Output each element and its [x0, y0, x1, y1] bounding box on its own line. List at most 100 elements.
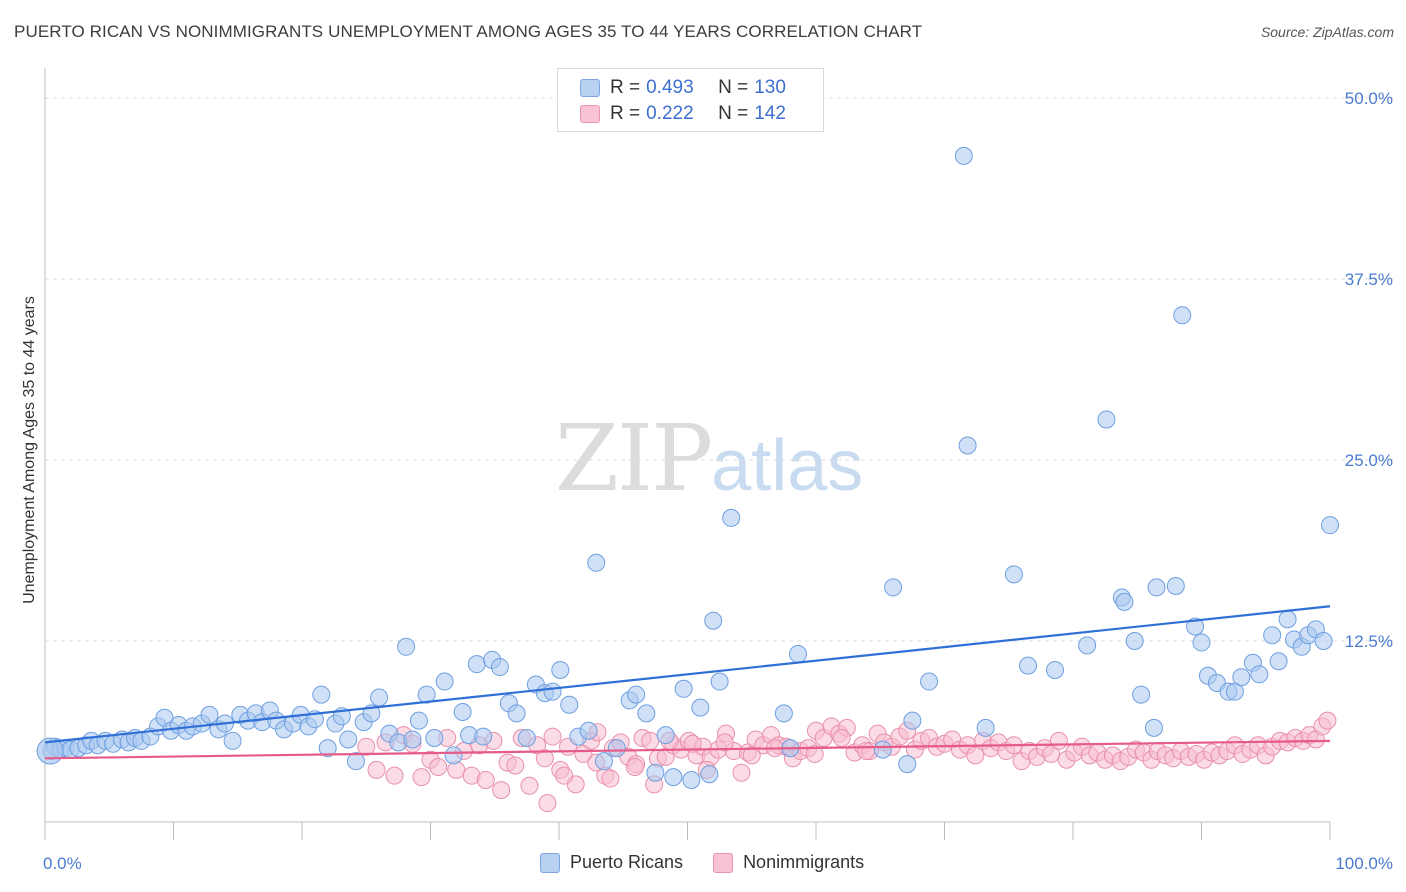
puerto-ricans-point — [587, 553, 606, 572]
puerto-ricans-point — [1186, 617, 1205, 636]
nonimmigrants-point — [535, 749, 554, 768]
puerto-ricans-point — [594, 752, 613, 771]
puerto-ricans-point — [370, 688, 389, 707]
puerto-ricans-point — [453, 702, 472, 721]
legend-swatch-nonimmigrants — [580, 105, 600, 123]
puerto-ricans-point — [1144, 718, 1163, 737]
series-swatch-nonimmigrants — [713, 852, 734, 873]
puerto-ricans-point — [700, 765, 719, 784]
puerto-ricans-point — [1192, 633, 1211, 652]
nonimmigrants-point — [492, 781, 511, 800]
puerto-ricans-point — [1166, 576, 1185, 595]
series-legend-puerto-ricans: Puerto Ricans — [540, 852, 683, 873]
puerto-ricans-point — [646, 763, 665, 782]
nonimmigrants-point — [966, 746, 985, 765]
puerto-ricans-trendline — [44, 605, 1331, 744]
y-tick-label: 25.0% — [1345, 451, 1393, 470]
chart-title: PUERTO RICAN VS NONIMMIGRANTS UNEMPLOYME… — [14, 22, 923, 41]
puerto-ricans-point — [339, 730, 358, 749]
series-legend-nonimmigrants: Nonimmigrants — [713, 852, 864, 873]
puerto-ricans-point — [1132, 685, 1151, 704]
legend-swatch-puerto-ricans — [580, 79, 600, 97]
x-tick-label: 0.0% — [43, 854, 82, 873]
nonimmigrants-point — [555, 766, 574, 785]
puerto-ricans-point — [637, 704, 656, 723]
puerto-ricans-point — [1115, 592, 1134, 611]
nonimmigrants-point — [520, 776, 539, 795]
nonimmigrants-point — [357, 737, 376, 756]
y-axis-label: Unemployment Among Ages 35 to 44 years — [21, 296, 38, 604]
puerto-ricans-point — [1078, 636, 1097, 655]
puerto-ricans-point — [627, 685, 646, 704]
puerto-ricans-point — [417, 685, 436, 704]
nonimmigrants-point — [543, 727, 562, 746]
legend-n-value: 142 — [754, 103, 786, 124]
puerto-ricans-point — [607, 739, 626, 758]
nonimmigrants-trendline — [44, 739, 1331, 760]
puerto-ricans-point — [312, 685, 331, 704]
puerto-ricans-point — [444, 746, 463, 765]
y-tick-label: 37.5% — [1345, 270, 1393, 289]
series-label-puerto-ricans: Puerto Ricans — [570, 852, 684, 872]
puerto-ricans-point — [976, 718, 995, 737]
nonimmigrants-point — [857, 742, 876, 761]
puerto-ricans-point — [1269, 652, 1288, 671]
nonimmigrants-point — [1318, 711, 1337, 730]
puerto-ricans-point — [560, 695, 579, 714]
legend-r-label: R = — [610, 77, 641, 98]
nonimmigrants-point — [625, 757, 644, 776]
puerto-ricans-point — [517, 729, 536, 748]
puerto-ricans-point — [1314, 632, 1333, 650]
puerto-ricans-point — [543, 682, 562, 701]
puerto-ricans-point — [1263, 626, 1282, 645]
puerto-ricans-point — [403, 730, 422, 749]
puerto-ricans-point — [789, 645, 808, 664]
legend-n-value: 130 — [754, 77, 786, 98]
puerto-ricans-point — [710, 672, 729, 691]
puerto-ricans-point — [490, 658, 509, 677]
legend-r-value: 0.493 — [646, 77, 694, 98]
legend-row-nonimmigrants: R = 0.222 N = 142 — [580, 102, 786, 126]
puerto-ricans-point — [318, 739, 337, 758]
puerto-ricans-point — [397, 637, 416, 656]
nonimmigrants-point — [476, 771, 495, 790]
nonimmigrants-point — [683, 734, 702, 753]
puerto-ricans-point — [1004, 565, 1023, 584]
watermark-atlas: atlas — [711, 426, 864, 506]
puerto-ricans-point — [1278, 610, 1297, 629]
legend-n-label: N = — [718, 103, 749, 124]
puerto-ricans-point — [1019, 656, 1038, 675]
watermark: ZIPatlas — [555, 405, 863, 512]
puerto-ricans-point — [903, 711, 922, 730]
series-swatch-puerto-ricans — [540, 852, 560, 873]
nonimmigrants-point — [641, 731, 660, 750]
legend-r-value: 0.222 — [646, 103, 694, 124]
puerto-ricans-point — [474, 727, 493, 746]
y-tick-label: 50.0% — [1345, 89, 1393, 108]
puerto-ricans-point — [1046, 660, 1065, 679]
nonimmigrants-point — [412, 768, 431, 787]
legend-n-label: N = — [718, 77, 749, 98]
source-label: Source: ZipAtlas.com — [1260, 24, 1394, 40]
nonimmigrants-point — [832, 729, 851, 748]
puerto-ricans-point — [958, 436, 977, 455]
puerto-ricans-point — [507, 704, 526, 723]
watermark-zip: ZIP — [555, 405, 713, 512]
nonimmigrants-point — [742, 746, 761, 765]
puerto-ricans-point — [467, 655, 486, 674]
nonimmigrants-point — [538, 794, 557, 813]
nonimmigrants-point — [429, 757, 448, 776]
puerto-ricans-point — [954, 146, 973, 165]
puerto-ricans-point — [674, 679, 693, 698]
puerto-ricans-point — [664, 768, 683, 787]
series-legend: Puerto Ricans Nonimmigrants — [540, 852, 894, 873]
puerto-ricans-point — [682, 771, 701, 790]
correlation-legend: R = 0.493 N = 130 R = 0.222 N = 142 — [557, 68, 824, 132]
nonimmigrants-point — [601, 769, 620, 788]
puerto-ricans-point — [774, 704, 793, 723]
nonimmigrants-point — [805, 744, 824, 763]
puerto-ricans-point — [722, 508, 741, 527]
puerto-ricans-point — [1125, 632, 1144, 650]
nonimmigrants-point — [1049, 731, 1068, 750]
puerto-ricans-point — [873, 740, 892, 759]
